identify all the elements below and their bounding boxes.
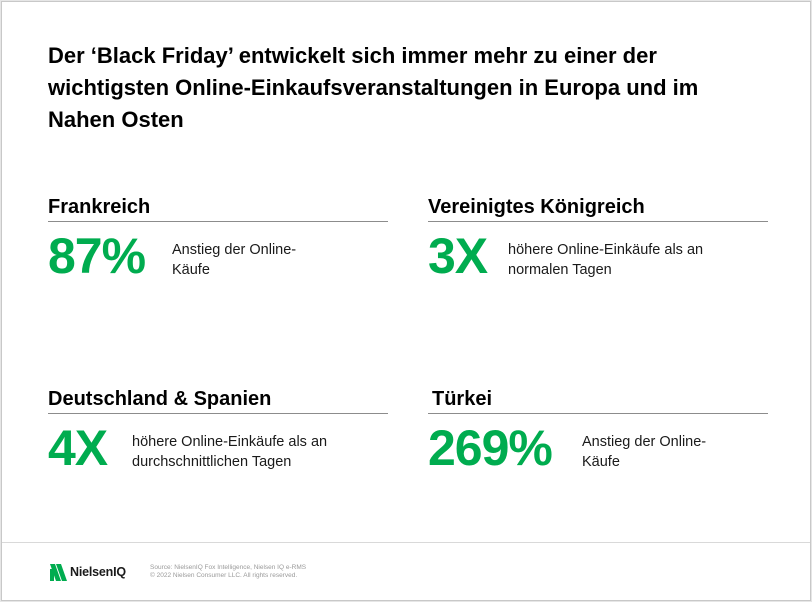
stat-value: 3X bbox=[428, 228, 488, 284]
stat-region-label: Türkei bbox=[428, 386, 768, 414]
stat-value: 4X bbox=[48, 420, 108, 476]
stat-description: höhere Online-Einkäufe als an normalen T… bbox=[508, 242, 704, 278]
nielseniq-logo-mark-icon bbox=[50, 563, 67, 581]
source-line: Source: NielsenIQ Fox Intelligence, Niel… bbox=[150, 564, 307, 571]
logo-wordmark: NielsenIQ bbox=[70, 565, 126, 579]
stat-description: Anstieg der Online-Käufe bbox=[172, 242, 297, 278]
stat-region-label: Vereinigtes Königreich bbox=[428, 194, 768, 222]
stat-card-tuerkei: Türkei 269% Anstieg der Online-Käufe bbox=[428, 386, 768, 484]
footer-divider bbox=[2, 542, 810, 543]
stat-region-label: Deutschland & Spanien bbox=[48, 386, 388, 414]
stat-description: höhere Online-Einkäufe als an durchschni… bbox=[132, 434, 328, 470]
stat-value: 87% bbox=[48, 228, 146, 284]
copyright-line: © 2022 Nielsen Consumer LLC. All rights … bbox=[150, 572, 298, 579]
slide-title: Der ‘Black Friday’ entwickelt sich immer… bbox=[48, 43, 699, 132]
stat-region-label: Frankreich bbox=[48, 194, 388, 222]
stat-card-frankreich: Frankreich 87% Anstieg der Online-Käufe bbox=[48, 194, 388, 292]
stat-card-vereinigtes-koenigreich: Vereinigtes Königreich 3X höhere Online-… bbox=[428, 194, 768, 292]
source-note: Source: NielsenIQ Fox Intelligence, Niel… bbox=[150, 564, 306, 580]
stat-card-deutschland-spanien: Deutschland & Spanien 4X höhere Online-E… bbox=[48, 386, 388, 484]
stat-description: Anstieg der Online-Käufe bbox=[582, 434, 707, 470]
nielseniq-logo: NielsenIQ bbox=[50, 562, 126, 582]
stat-value: 269% bbox=[428, 420, 553, 476]
